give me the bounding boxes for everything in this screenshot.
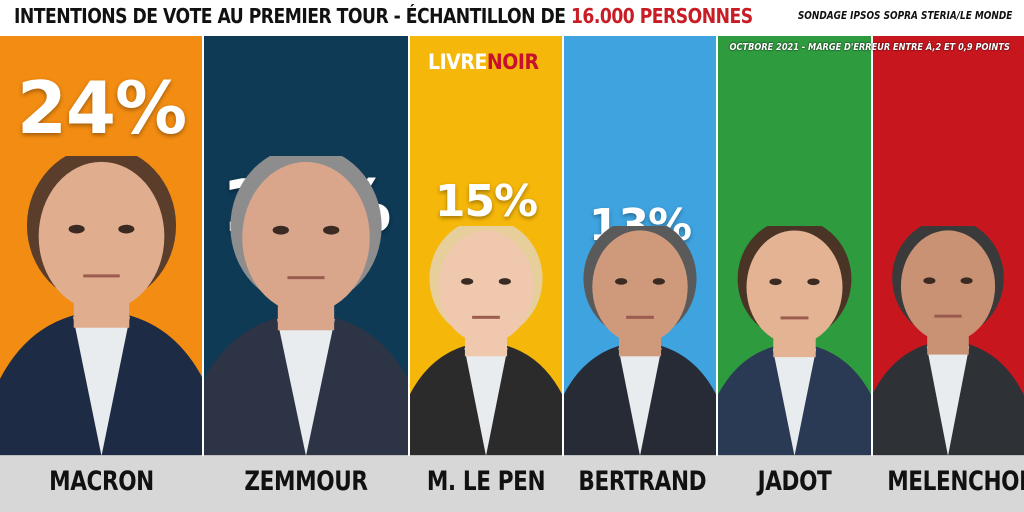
title-highlight: 16.000 PERSONNES [570,4,753,28]
candidate-name: M. LE PEN [426,466,546,497]
candidate-portrait [717,226,872,456]
value-label: 24% [16,66,187,150]
candidate-portrait [0,156,203,456]
candidate-column: 9%JADOT [717,36,872,512]
candidate-name: BERTRAND [578,466,707,497]
chart-area: 24% MACRON 16%ZEMMOUR 15% M. LE PEN 13%BERTRA… [0,36,1024,512]
candidate-portrait [409,226,563,456]
column-divider [408,36,410,456]
candidate-column: 16%ZEMMOUR [203,36,409,512]
logo-part1: LIVRE [428,50,487,74]
column-divider [202,36,204,456]
logo-part2: NOIR [486,50,539,74]
name-strip: MELENCHON [872,455,1024,512]
name-strip: JADOT [717,455,872,512]
candidate-name: MACRON [49,466,154,497]
livrenoir-logo: LIVRENOIR [428,50,539,74]
candidate-column: 24% MACRON [0,36,203,512]
candidate-portrait [203,156,409,456]
name-strip: M. LE PEN [409,455,563,512]
candidate-portrait [563,226,717,456]
source-label: SONDAGE IPSOS SOPRA STERIA/LE MONDE [797,10,1012,22]
name-strip: BERTRAND [563,455,717,512]
column-divider [716,36,718,456]
margin-note: OCTBORE 2021 - MARGE D'ERREUR ENTRE À,2 … [729,42,1010,53]
name-strip: ZEMMOUR [203,455,409,512]
candidate-name: JADOT [757,466,832,497]
candidate-column: 8%MELENCHON [872,36,1024,512]
candidate-name: MELENCHON [887,466,1024,497]
page-title: INTENTIONS DE VOTE AU PREMIER TOUR - ÉCH… [14,4,753,28]
header: INTENTIONS DE VOTE AU PREMIER TOUR - ÉCH… [0,0,1024,36]
column-divider [562,36,564,456]
candidate-column: 13%BERTRAND [563,36,717,512]
candidate-portrait [872,226,1024,456]
title-main: INTENTIONS DE VOTE AU PREMIER TOUR - ÉCH… [14,4,566,28]
candidate-name: ZEMMOUR [244,466,368,497]
column-divider [871,36,873,456]
name-strip: MACRON [0,455,203,512]
value-label: 15% [434,175,538,227]
candidate-column: 15% M. LE PEN [409,36,563,512]
